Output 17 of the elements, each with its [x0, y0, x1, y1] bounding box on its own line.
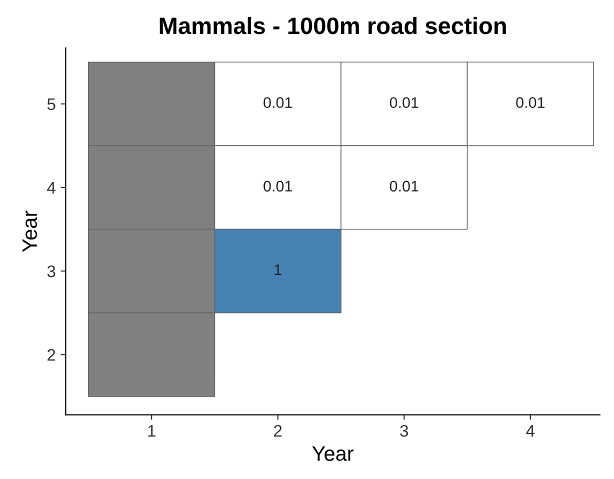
x-tick-label: 2 [274, 424, 282, 437]
data-label: 1 [274, 264, 282, 276]
y-axis-title: Year [22, 210, 38, 252]
y-tick-label: 3 [47, 265, 56, 278]
x-tick-label: 4 [526, 425, 535, 437]
y-tick-label: 2 [48, 349, 56, 361]
chart-title: Mammals - 1000m road section [160, 16, 506, 34]
y-tick-label: 5 [47, 98, 56, 110]
data-label: 0.01 [264, 97, 292, 108]
data-label: 0.01 [390, 97, 418, 108]
x-axis-title: Year [312, 446, 354, 461]
data-label: 0.01 [264, 180, 292, 192]
data-label: 0.01 [516, 97, 545, 108]
y-tick-label: 4 [47, 182, 56, 194]
x-tick-label: 1 [148, 425, 156, 437]
data-label: 0.01 [390, 180, 418, 192]
x-tick-label: 3 [400, 424, 408, 437]
